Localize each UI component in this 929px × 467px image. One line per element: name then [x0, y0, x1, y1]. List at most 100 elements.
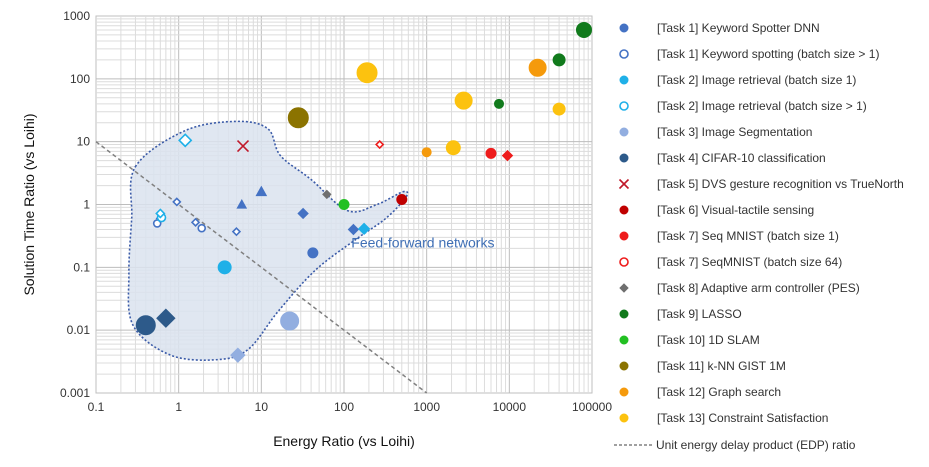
- data-point: [236, 140, 250, 153]
- data-point: [322, 189, 332, 200]
- legend-symbol: [619, 309, 629, 319]
- data-point: [307, 247, 319, 259]
- legend: [Task 1] Keyword Spotter DNN [Task 1] Key…: [614, 21, 904, 452]
- x-tick-label: 1: [175, 400, 182, 414]
- y-tick-label: 0.01: [67, 323, 91, 337]
- legend-item: [Task 6] Visual-tactile sensing: [619, 203, 814, 217]
- legend-item: [Task 2] Image retrieval (batch size 1): [619, 73, 856, 87]
- legend-label: [Task 2] Image retrieval (batch size > 1…: [657, 99, 867, 113]
- legend-symbol: [619, 153, 629, 163]
- legend-label: [Task 6] Visual-tactile sensing: [657, 203, 814, 217]
- data-point: [552, 53, 566, 67]
- data-point: [528, 58, 547, 77]
- data-point: [445, 140, 461, 156]
- y-axis-label: Solution Time Ratio (vs Loihi): [21, 113, 37, 295]
- x-tick-label: 10: [255, 400, 269, 414]
- legend-item: [Task 13] Constraint Satisfaction: [619, 411, 828, 425]
- legend-item: [Task 9] LASSO: [619, 307, 742, 321]
- legend-label: [Task 1] Keyword spotting (batch size > …: [657, 47, 879, 61]
- y-tick-label: 0.001: [60, 386, 90, 400]
- legend-label: [Task 7] SeqMNIST (batch size 64): [657, 255, 842, 269]
- y-tick-label: 1: [83, 198, 90, 212]
- legend-label: [Task 9] LASSO: [657, 307, 742, 321]
- x-tick-label: 1000: [413, 400, 440, 414]
- legend-label: [Task 1] Keyword Spotter DNN: [657, 21, 820, 35]
- legend-item: [Task 7] SeqMNIST (batch size 64): [619, 255, 842, 269]
- data-point: [280, 311, 300, 331]
- data-point: [338, 199, 350, 210]
- data-point: [236, 198, 248, 209]
- data-point: [396, 194, 408, 206]
- data-point: [421, 147, 432, 158]
- feed-forward-region: [127, 120, 409, 361]
- data-point: [135, 315, 156, 336]
- legend-item: Unit energy delay product (EDP) ratio: [614, 438, 856, 452]
- legend-item: [Task 7] Seq MNIST (batch size 1): [619, 229, 839, 243]
- data-point: [231, 226, 242, 237]
- legend-label: [Task 12] Graph search: [657, 385, 781, 399]
- x-tick-label: 100: [334, 400, 354, 414]
- data-point: [230, 347, 246, 363]
- legend-label: [Task 4] CIFAR-10 classification: [657, 151, 826, 165]
- y-tick-label: 100: [70, 72, 90, 86]
- data-point: [297, 207, 309, 220]
- y-tick-label: 1000: [63, 9, 90, 23]
- legend-symbol: [618, 178, 630, 190]
- data-point: [190, 217, 201, 227]
- legend-symbol: [619, 49, 629, 59]
- legend-item: [Task 10] 1D SLAM: [619, 333, 760, 347]
- data-point: [172, 197, 182, 207]
- data-point: [217, 260, 232, 275]
- tick-labels: 0.1 1 10 100 1000 10000 100000 0.001 0.01 0.1 1 10 1…: [60, 9, 612, 414]
- data-point: [501, 149, 514, 162]
- cross-stroke: [618, 178, 630, 190]
- legend-label: [Task 10] 1D SLAM: [657, 333, 760, 347]
- legend-symbol: [619, 335, 629, 345]
- data-point: [575, 21, 592, 38]
- x-axis-label: Energy Ratio (vs Loihi): [273, 433, 415, 449]
- legend-label: [Task 11] k-NN GIST 1M: [657, 359, 786, 373]
- legend-item: [Task 4] CIFAR-10 classification: [619, 151, 826, 165]
- legend-symbol: [619, 231, 629, 241]
- legend-symbol: [619, 413, 629, 423]
- legend-symbol: [619, 257, 629, 267]
- legend-symbol: [619, 387, 629, 397]
- legend-item: [Task 12] Graph search: [619, 385, 781, 399]
- feed-forward-region-outline: [127, 120, 409, 361]
- data-point: [375, 139, 385, 150]
- legend-item: [Task 5] DVS gesture recognition vs True…: [618, 177, 904, 191]
- data-point: [197, 223, 207, 233]
- region-annotation: Feed-forward networks: [351, 234, 494, 250]
- cross-stroke: [236, 140, 250, 153]
- y-tick-label: 0.1: [73, 260, 90, 274]
- data-point: [485, 147, 497, 159]
- data-point: [347, 223, 360, 236]
- data-point: [287, 107, 309, 129]
- legend-item: [Task 3] Image Segmentation: [619, 125, 812, 139]
- data-point: [155, 208, 166, 219]
- legend-item: [Task 1] Keyword spotting (batch size > …: [619, 47, 879, 61]
- data-point: [552, 102, 566, 116]
- legend-symbol: [619, 101, 629, 111]
- y-tick-label: 10: [77, 135, 91, 149]
- x-tick-label: 0.1: [88, 400, 105, 414]
- legend-symbol: [619, 205, 629, 215]
- legend-label: [Task 5] DVS gesture recognition vs True…: [657, 177, 904, 191]
- legend-label: [Task 8] Adaptive arm controller (PES): [657, 281, 860, 295]
- data-point: [255, 185, 268, 197]
- legend-label: [Task 3] Image Segmentation: [657, 125, 812, 139]
- data-points: [135, 21, 592, 363]
- data-point: [494, 98, 505, 109]
- legend-label: [Task 7] Seq MNIST (batch size 1): [657, 229, 839, 243]
- legend-item: [Task 2] Image retrieval (batch size > 1…: [619, 99, 867, 113]
- edp-ratio-line: [95, 141, 428, 394]
- legend-item: [Task 8] Adaptive arm controller (PES): [619, 281, 860, 295]
- data-point: [178, 133, 193, 148]
- data-point: [454, 91, 473, 110]
- legend-symbol: [619, 361, 629, 371]
- data-point: [356, 62, 378, 84]
- legend-symbol: [619, 23, 629, 33]
- x-tick-label: 100000: [572, 400, 612, 414]
- edp-line: [95, 141, 428, 394]
- data-point: [357, 222, 371, 236]
